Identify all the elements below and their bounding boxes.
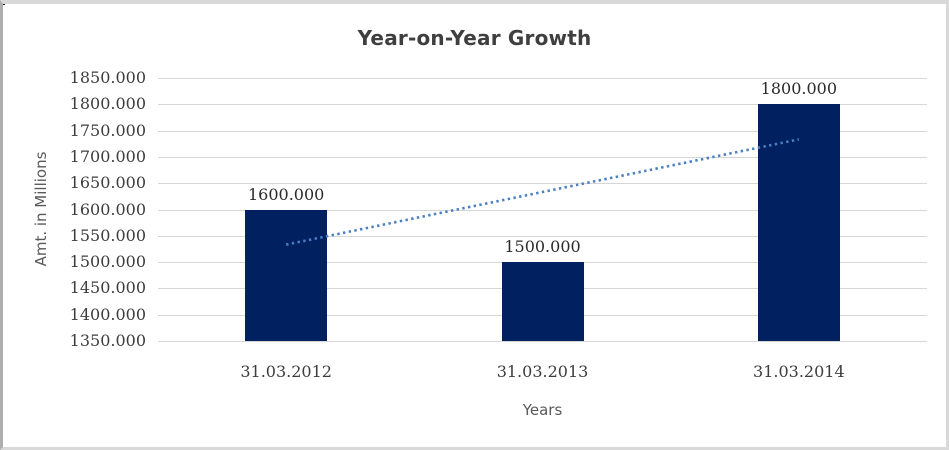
data-label: 1600.000 [247,184,325,204]
y-axis-tick-label: 1450.000 [69,278,146,298]
y-axis-tick-label: 1550.000 [69,225,146,245]
data-label: 1800.000 [760,79,837,99]
gridline [158,156,927,158]
y-axis-tick-label: 1400.000 [69,304,146,324]
y-axis-tick-label: 1350.000 [69,331,146,350]
plot-area [158,78,927,342]
y-axis-tick-label: 1800.000 [69,94,146,114]
trendline-layer [285,138,800,246]
y-axis-tick-label: 1750.000 [69,120,146,140]
gridline [158,183,927,185]
chart-title: Year-on-Year Growth [357,26,592,50]
category-label: 31.03.2013 [496,362,589,381]
category-label: 31.03.2014 [753,362,845,381]
y-axis-title: Amt. in Millions [32,151,50,266]
y-axis-tick-label: 1600.000 [69,199,146,219]
bar-31.03.2013[interactable] [501,262,584,341]
category-label: 31.03.2012 [240,362,332,381]
x-axis-title: Years [522,401,563,419]
y-axis-tick-label: 1500.000 [69,252,146,272]
trendline[interactable] [285,138,800,246]
y-axis-tick-label: 1700.000 [69,146,146,166]
frame-corner-notch [3,4,5,5]
gridline [158,130,927,132]
gridline [158,104,927,106]
bar-31.03.2012[interactable] [245,209,328,341]
y-axis-tick-label: 1850.000 [69,68,146,87]
gridline [158,78,927,79]
bar-31.03.2014[interactable] [757,104,840,341]
gridline [158,235,927,237]
gridline [158,341,927,342]
gridline [158,209,927,211]
y-axis-tick-label: 1650.000 [69,173,146,193]
data-label: 1500.000 [504,237,581,257]
